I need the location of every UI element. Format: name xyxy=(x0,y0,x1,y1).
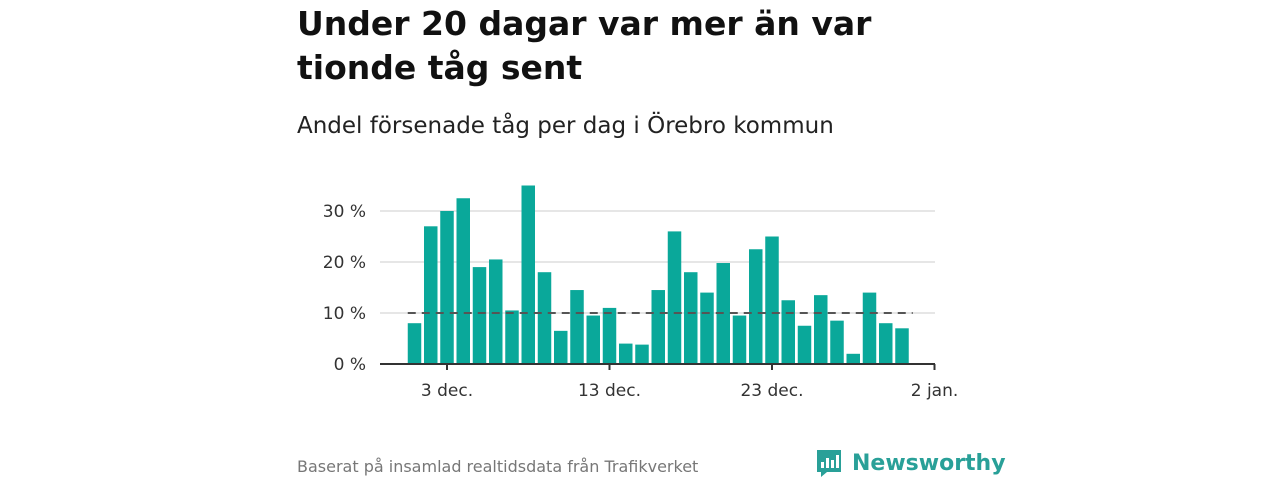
x-tick-label: 3 dec. xyxy=(421,381,473,401)
bar xyxy=(749,249,763,364)
bar xyxy=(895,328,909,364)
x-tick-label: 13 dec. xyxy=(578,381,641,401)
y-axis-labels: 0 % 10 % 20 % 30 % xyxy=(323,202,366,375)
bar xyxy=(456,198,470,364)
x-axis: 3 dec. 13 dec. 23 dec. 2 jan. xyxy=(380,363,959,401)
brand-name: Newsworthy xyxy=(852,450,1006,476)
bar xyxy=(602,307,617,364)
bar xyxy=(619,343,633,364)
bar xyxy=(781,300,795,364)
bar-chart: 0 % 10 % 20 % 30 % 3 dec. 13 dec. 23 dec. 2 ja… xyxy=(323,185,959,401)
x-tick-label: 23 dec. xyxy=(740,381,803,401)
bars xyxy=(407,185,909,364)
bar xyxy=(424,226,438,364)
bar xyxy=(700,292,714,364)
chart-title: Under 20 dagar var mer än var tionde tåg… xyxy=(297,4,872,87)
chart-subtitle: Andel försenade tåg per dag i Örebro kom… xyxy=(297,113,834,139)
bar xyxy=(570,290,584,364)
bar xyxy=(472,267,487,364)
bar xyxy=(635,344,649,364)
bar xyxy=(586,315,600,364)
bar xyxy=(830,320,844,364)
bar xyxy=(846,353,860,364)
y-tick-label: 10 % xyxy=(323,304,366,324)
bar xyxy=(407,323,422,364)
bar xyxy=(554,330,568,364)
bar xyxy=(521,185,535,364)
bar xyxy=(440,211,454,364)
bar xyxy=(667,231,682,364)
bar xyxy=(797,325,812,364)
y-tick-label: 30 % xyxy=(323,202,366,222)
bar xyxy=(765,236,779,364)
bar xyxy=(862,292,877,364)
source-note: Baserat på insamlad realtidsdata från Tr… xyxy=(297,457,699,476)
bar xyxy=(879,323,893,364)
y-tick-label: 0 % xyxy=(334,355,366,375)
brand[interactable]: Newsworthy xyxy=(815,447,1006,479)
bar xyxy=(684,272,698,364)
x-tick-label: 2 jan. xyxy=(911,381,959,401)
bar xyxy=(814,295,828,364)
bar xyxy=(651,290,665,364)
bar xyxy=(537,272,552,364)
bar xyxy=(732,315,747,364)
newsworthy-logo-icon xyxy=(817,450,841,477)
bar xyxy=(489,259,503,364)
bar xyxy=(505,310,519,364)
y-tick-label: 20 % xyxy=(323,253,366,273)
